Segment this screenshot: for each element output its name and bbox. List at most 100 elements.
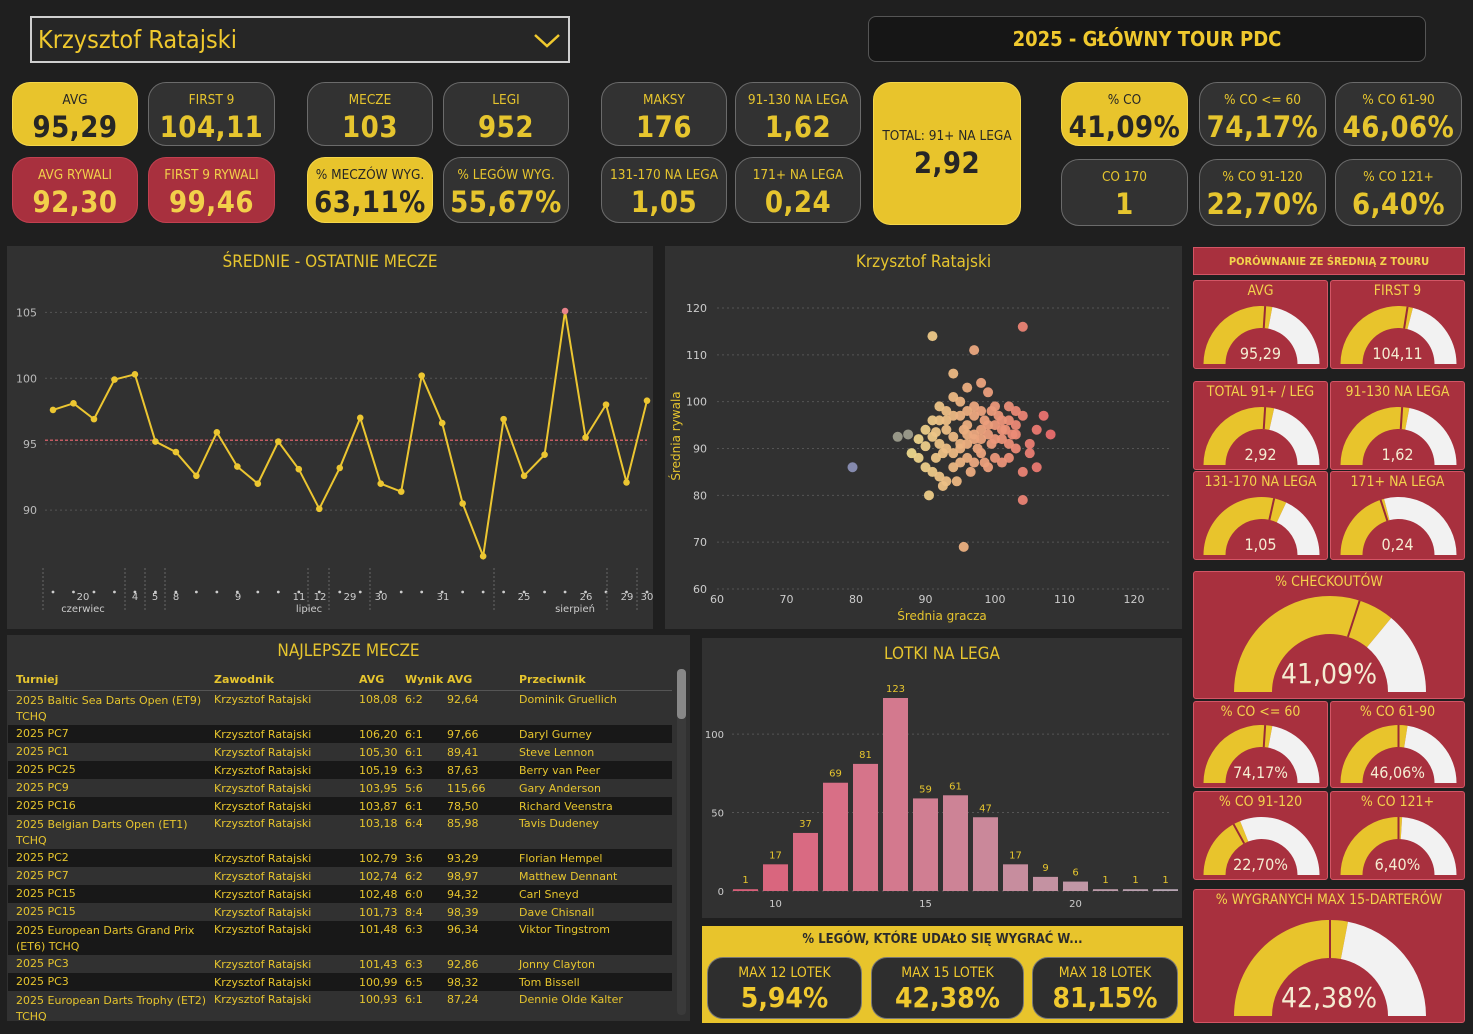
table-row[interactable]: 2025 PC15 Krzysztof Ratajski 102,48 6:0 94,3… bbox=[8, 885, 672, 903]
col-avg-opponent[interactable]: AVG bbox=[447, 673, 473, 686]
data-point bbox=[275, 438, 282, 445]
bar-data-label: 81 bbox=[859, 750, 872, 761]
kpi-value: 63,11% bbox=[314, 185, 426, 219]
gauge-card: % CO <= 60 74,17% bbox=[1193, 701, 1328, 788]
gauge-fill bbox=[1234, 920, 1348, 1016]
table-row[interactable]: 2025 PC3 Krzysztof Ratajski 100,99 6:5 98,32… bbox=[8, 973, 672, 991]
row-avg-opponent: 93,29 bbox=[447, 851, 479, 865]
axis-dot bbox=[133, 590, 137, 594]
data-point bbox=[193, 472, 200, 480]
table-row[interactable]: 2025 PC25 Krzysztof Ratajski 105,19 6:3 87,6… bbox=[8, 761, 672, 779]
gauge-fill bbox=[1203, 306, 1273, 364]
axis-dot bbox=[72, 590, 75, 594]
row-turniej: 2025 European Darts Grand Prix (ET6) TCH… bbox=[16, 924, 195, 953]
scatter-point bbox=[1031, 462, 1042, 473]
x-axis-label: Średnia gracza bbox=[897, 608, 987, 623]
row-wynik: 6:1 bbox=[405, 727, 423, 741]
gauge-target-marker bbox=[1403, 306, 1409, 329]
x-tick-label: 10 bbox=[769, 899, 782, 910]
gauge-arc bbox=[1234, 920, 1426, 1016]
y-tick-label: 60 bbox=[693, 583, 707, 596]
gauge-arc bbox=[1340, 306, 1457, 364]
table-scrollbar[interactable] bbox=[677, 669, 686, 1015]
table-row[interactable]: 2025 Baltic Sea Darts Open (ET9) TCHQ Krz… bbox=[8, 691, 672, 725]
col-przeciwnik[interactable]: Przeciwnik bbox=[519, 673, 586, 686]
x-month-label: czerwiec bbox=[61, 604, 105, 615]
table-row[interactable]: 2025 PC16 Krzysztof Ratajski 103,87 6:1 78,5… bbox=[8, 797, 672, 815]
table-row[interactable]: 2025 PC7 Krzysztof Ratajski 102,74 6:2 98,97… bbox=[8, 867, 672, 885]
max12-value: 5,94% bbox=[740, 981, 829, 1014]
axis-dot bbox=[174, 590, 178, 594]
scatter-point bbox=[927, 415, 938, 426]
gauge-arc bbox=[1340, 817, 1457, 875]
scatter-point bbox=[930, 427, 941, 438]
gauge-value: 1,05 bbox=[1244, 535, 1277, 554]
gauge-value: 6,40% bbox=[1374, 855, 1421, 874]
row-avg: 103,95 bbox=[359, 781, 398, 795]
player-dropdown[interactable]: Krzysztof Ratajski bbox=[30, 16, 570, 63]
scatter-point bbox=[951, 476, 962, 487]
row-przeciwnik: Viktor Tingstrom bbox=[519, 923, 610, 936]
table-row[interactable]: 2025 PC9 Krzysztof Ratajski 103,95 5:6 115,6… bbox=[8, 779, 672, 797]
table-row[interactable]: 2025 PC7 Krzysztof Ratajski 106,20 6:1 97,66… bbox=[8, 725, 672, 743]
data-point bbox=[315, 505, 323, 513]
gauge-target-marker bbox=[1262, 725, 1267, 748]
x-day-label: 25 bbox=[518, 592, 531, 603]
row-wynik: 6:3 bbox=[405, 957, 423, 971]
gauge-label: % WYGRANYCH MAX 15-DARTERÓW bbox=[1215, 892, 1443, 908]
table-row[interactable]: 2025 European Darts Grand Prix (ET6) TCH… bbox=[8, 921, 672, 955]
scatter-point bbox=[934, 415, 945, 426]
axis-dot bbox=[51, 590, 55, 594]
table-row[interactable]: 2025 Belgian Darts Open (ET1) TCHQ Krzysz… bbox=[8, 815, 672, 849]
scatter-point bbox=[1045, 429, 1056, 440]
scatter-point bbox=[927, 331, 938, 342]
legs-won-title: % LEGÓW, KTÓRE UDAŁO SIĘ WYGRAĆ W... bbox=[802, 932, 1083, 947]
scatter-point bbox=[983, 387, 994, 398]
row-zawodnik: Krzysztof Ratajski bbox=[214, 851, 312, 865]
col-turniej[interactable]: Turniej bbox=[16, 672, 59, 686]
y-tick-label: 100 bbox=[686, 396, 707, 409]
row-avg: 101,43 bbox=[359, 957, 398, 971]
axis-dot bbox=[522, 590, 526, 594]
x-day-label: 29 bbox=[621, 592, 634, 603]
row-wynik: 8:4 bbox=[405, 905, 423, 919]
x-month-label: lipiec bbox=[296, 604, 322, 615]
histogram-bar bbox=[853, 763, 878, 891]
y-tick-label: 110 bbox=[686, 349, 707, 362]
axis-dot bbox=[399, 590, 403, 594]
row-turniej: 2025 PC3 bbox=[16, 975, 69, 988]
gauge-label: 131-170 NA LEGA bbox=[1204, 474, 1317, 490]
kpi-pco: % CO 41,09% bbox=[1061, 82, 1188, 146]
scatter-point bbox=[983, 420, 994, 431]
kpi-value: 74,17% bbox=[1206, 110, 1319, 144]
gauge-target-marker bbox=[1346, 600, 1361, 638]
kpi-label: AVG bbox=[62, 92, 88, 108]
kpi-label: FIRST 9 RYWALI bbox=[164, 167, 259, 183]
scrollbar-thumb[interactable] bbox=[677, 669, 686, 719]
chevron-down-icon bbox=[534, 33, 560, 48]
axis-dot bbox=[420, 590, 424, 594]
gauge-label: % CO 121+ bbox=[1360, 794, 1435, 810]
row-avg: 101,48 bbox=[359, 923, 398, 936]
kpi-label: TOTAL: 91+ NA LEGA bbox=[882, 128, 1012, 144]
row-turniej: 2025 Baltic Sea Darts Open (ET9) TCHQ bbox=[16, 694, 202, 723]
x-tick-label: 90 bbox=[919, 593, 933, 606]
row-wynik: 6:1 bbox=[405, 993, 423, 1006]
table-row[interactable]: 2025 European Darts Trophy (ET2) TCHQ Krz… bbox=[8, 991, 672, 1021]
table-row[interactable]: 2025 PC15 Krzysztof Ratajski 101,73 8:4 98,3… bbox=[8, 903, 672, 921]
table-row[interactable]: 2025 PC2 Krzysztof Ratajski 102,79 3:6 93,29… bbox=[8, 849, 672, 867]
y-tick-label: 100 bbox=[16, 372, 37, 385]
scatter-point bbox=[920, 424, 931, 435]
x-tick-label: 110 bbox=[1054, 593, 1075, 606]
data-point bbox=[582, 434, 589, 441]
axis-dot bbox=[256, 590, 260, 594]
kpi-label: % CO 61-90 bbox=[1362, 92, 1435, 108]
table-row[interactable]: 2025 PC1 Krzysztof Ratajski 105,30 6:1 89,41… bbox=[8, 743, 672, 761]
gauge-label: TOTAL 91+ / LEG bbox=[1206, 384, 1315, 400]
col-zawodnik[interactable]: Zawodnik bbox=[214, 673, 274, 686]
col-wynik[interactable]: Wynik bbox=[405, 673, 444, 686]
col-avg[interactable]: AVG bbox=[359, 673, 385, 686]
scatter-point bbox=[903, 429, 914, 440]
table-row[interactable]: 2025 PC3 Krzysztof Ratajski 101,43 6:3 92,86… bbox=[8, 955, 672, 973]
